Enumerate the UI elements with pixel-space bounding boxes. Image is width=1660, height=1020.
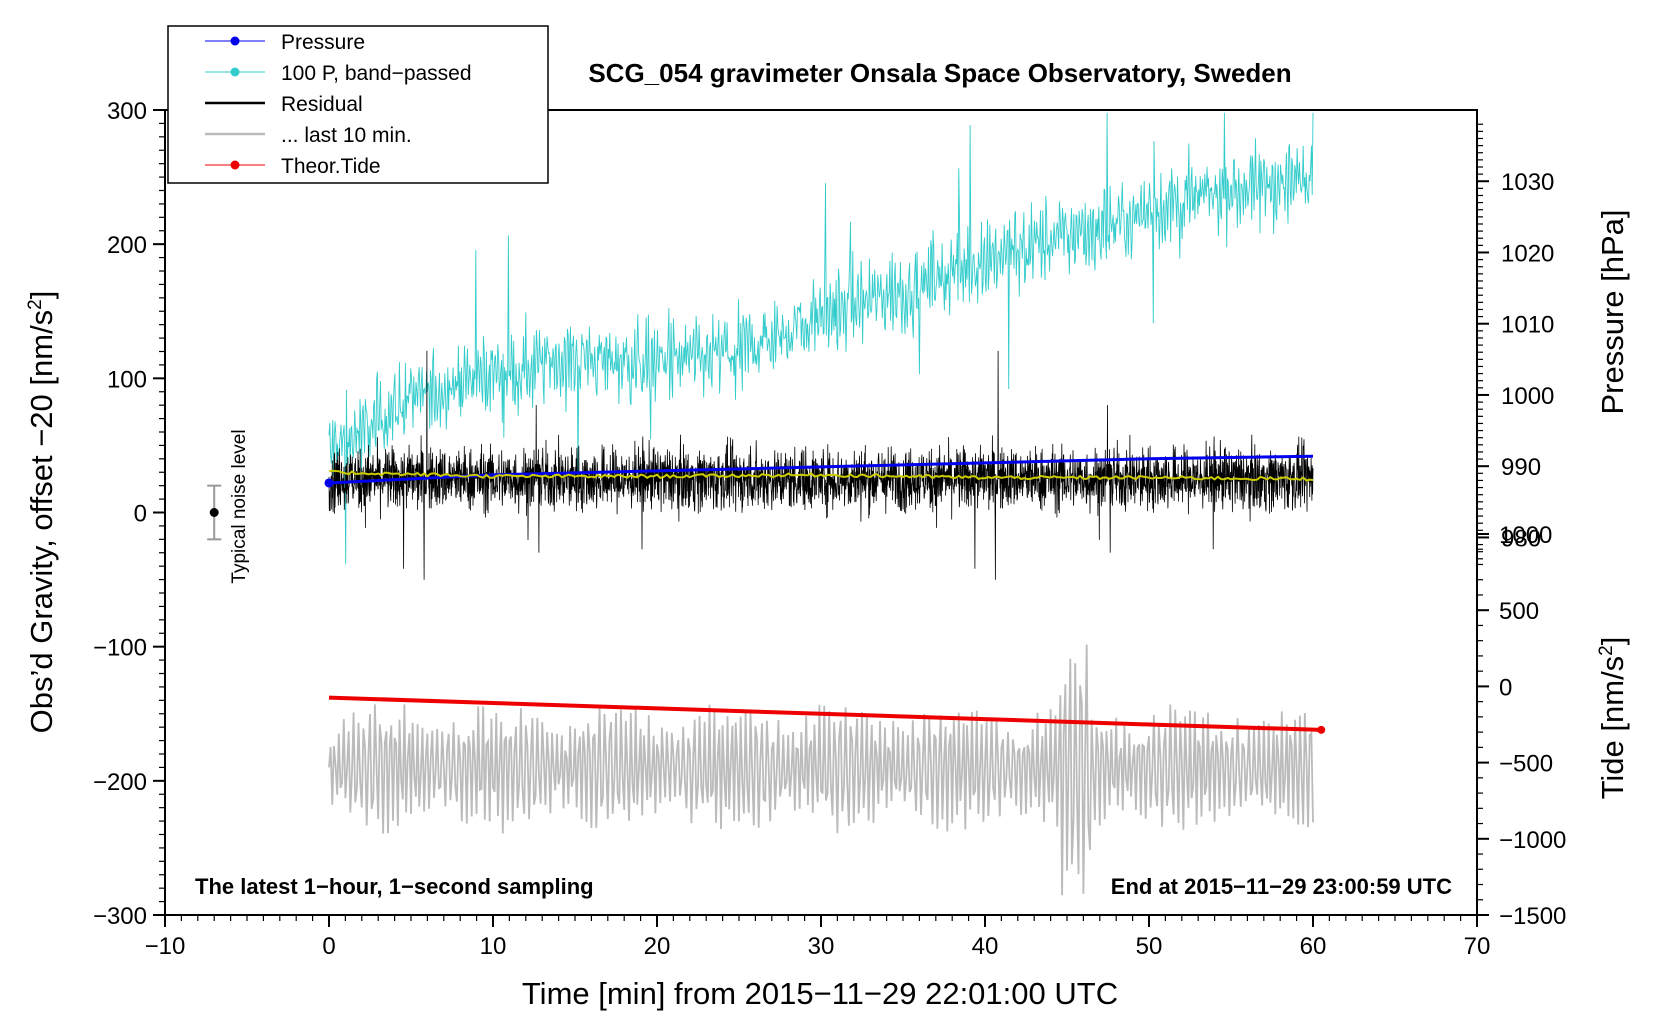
x-tick-label: 30 — [808, 933, 835, 960]
bandpassed-pressure-series — [328, 112, 1314, 565]
tide-tick-label: −500 — [1499, 751, 1553, 778]
pressure-tick-label: 1030 — [1501, 169, 1554, 196]
noise-level-marker: Typical noise level — [207, 429, 250, 584]
theoretical-tide-series — [328, 695, 1326, 734]
y-left-tick-label: 300 — [107, 98, 147, 125]
tide-line — [328, 695, 1322, 732]
tide-axis-label-main: Tide [nm/s — [1595, 656, 1630, 800]
x-axis-label: Time [min] from 2015−11−29 22:01:00 UTC — [522, 976, 1118, 1011]
tide-tick-label: 1000 — [1499, 522, 1552, 549]
x-tick-label: 40 — [972, 933, 999, 960]
residual-line — [328, 350, 1314, 580]
x-tick-label: −10 — [145, 933, 186, 960]
end-time-note: End at 2015−11−29 23:00:59 UTC — [1111, 874, 1452, 899]
x-tick-label: 50 — [1136, 933, 1163, 960]
legend-label: Residual — [281, 93, 363, 116]
tide-axis-ticks: −1500 −1000 −500 0 500 1000 — [1477, 522, 1566, 930]
smoothed-residual-line — [328, 469, 1314, 482]
sampling-note: The latest 1−hour, 1−second sampling — [195, 874, 594, 899]
bandpassed-pressure-line — [328, 112, 1314, 565]
tide-axis-label-close: ] — [1595, 637, 1630, 646]
residual-series — [328, 350, 1314, 580]
noise-point — [209, 508, 219, 517]
y-left-axis-ticks: −300 −200 −100 0 100 200 300 — [93, 98, 165, 930]
y-left-tick-label: 100 — [107, 366, 147, 393]
noise-level-label: Typical noise level — [229, 429, 250, 583]
x-tick-label: 0 — [322, 933, 335, 960]
last-10-min-line — [328, 644, 1314, 896]
legend-label: Theor.Tide — [281, 155, 381, 178]
legend-marker — [230, 67, 240, 77]
pressure-axis-label: Pressure [hPa] — [1595, 209, 1630, 414]
y-left-axis-label: Obs’d Gravity, offset −20 [nm/s2] — [24, 291, 59, 734]
legend-marker — [230, 36, 240, 46]
pressure-axis-ticks: 980 990 1000 1010 1020 1030 — [1477, 123, 1554, 560]
y-left-axis-label-sup: 2 — [25, 299, 46, 310]
tide-axis-label: Tide [nm/s2] — [1595, 637, 1630, 800]
x-tick-label: 70 — [1464, 933, 1491, 960]
x-tick-label: 60 — [1300, 933, 1327, 960]
tide-tick-label: 500 — [1499, 598, 1539, 625]
legend-box — [167, 25, 549, 184]
pressure-tick-label: 1000 — [1501, 383, 1554, 410]
legend-label: 100 P, band−passed — [281, 62, 472, 85]
x-axis-ticks: −10 0 10 20 30 40 50 60 70 — [145, 915, 1491, 960]
legend-label: Pressure — [281, 31, 365, 54]
y-left-tick-label: −200 — [93, 769, 147, 796]
y-left-axis-label-close: ] — [24, 291, 59, 300]
tide-tick-label: 0 — [1499, 674, 1512, 701]
legend-marker — [230, 160, 240, 170]
pressure-series — [324, 454, 1314, 488]
y-left-tick-label: −100 — [93, 635, 147, 662]
pressure-start-point — [324, 478, 334, 488]
tide-end-point — [1317, 725, 1326, 734]
last-10-min-series — [328, 644, 1314, 896]
pressure-tick-label: 980 — [1501, 525, 1541, 552]
chart-title: SCG_054 gravimeter Onsala Space Observat… — [588, 58, 1291, 88]
y-left-axis-label-main: Obs’d Gravity, offset −20 [nm/s — [24, 310, 59, 734]
legend: Pressure 100 P, band−passed Residual ... la… — [167, 25, 549, 184]
y-left-tick-label: 200 — [107, 232, 147, 259]
tide-axis-label-sup: 2 — [1596, 645, 1617, 656]
smoothed-residual-series — [328, 469, 1314, 482]
y-left-tick-label: −300 — [93, 903, 147, 930]
pressure-tick-label: 1020 — [1501, 240, 1554, 267]
x-tick-label: 20 — [644, 933, 671, 960]
legend-label: ... last 10 min. — [281, 124, 412, 147]
pressure-tick-label: 1010 — [1501, 312, 1554, 339]
x-tick-label: 10 — [480, 933, 507, 960]
tide-tick-label: −1000 — [1499, 827, 1566, 854]
pressure-tick-label: 990 — [1501, 454, 1541, 481]
y-left-tick-label: 0 — [134, 501, 147, 528]
pressure-line — [328, 454, 1314, 485]
tide-tick-label: −1500 — [1499, 903, 1566, 930]
